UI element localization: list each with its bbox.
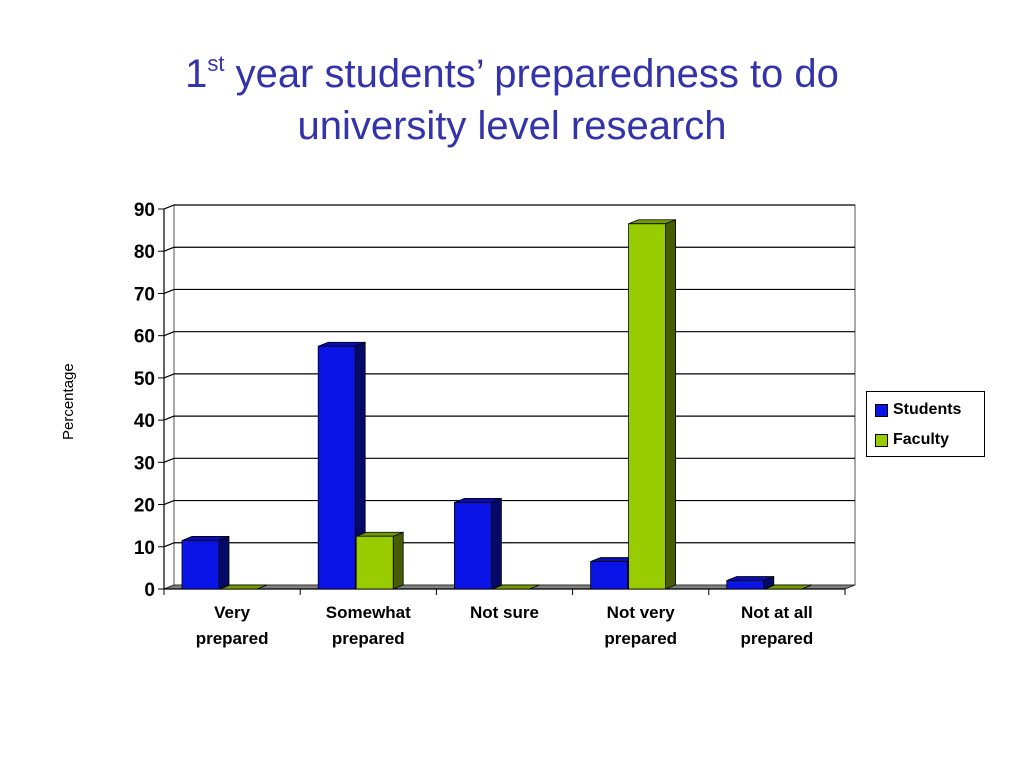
plot-back-wall — [173, 204, 856, 586]
title-prefix: 1 — [185, 52, 208, 96]
y-axis-label: Percentage — [60, 363, 77, 440]
gridline-side-60 — [163, 331, 175, 337]
bar-front — [317, 345, 356, 590]
y-tick-label-20: 20 — [134, 496, 155, 517]
bar-top — [219, 584, 268, 590]
legend-label-students: Students — [893, 401, 962, 418]
bar-faculty-3 — [492, 584, 540, 590]
y-tick-label-50: 50 — [134, 369, 155, 390]
gridline-side-90 — [163, 204, 175, 210]
x-category-label-4-line-1: Not very — [607, 603, 676, 622]
y-tick-label-80: 80 — [134, 242, 155, 263]
gridline-side-10 — [163, 542, 175, 548]
bar-faculty-5 — [764, 584, 812, 590]
title-line-2: university level research — [297, 104, 727, 148]
y-tick-label-70: 70 — [134, 284, 155, 305]
bar-side — [218, 535, 230, 590]
bar-students-5 — [726, 575, 775, 590]
y-tick-label-30: 30 — [134, 453, 155, 474]
x-category-label-5-line-1: Not at all — [741, 603, 813, 622]
bar-front — [453, 502, 492, 590]
bar-front — [726, 580, 765, 590]
bar-front — [628, 223, 666, 590]
legend-swatch-faculty — [875, 434, 888, 447]
bar-faculty-4 — [628, 219, 676, 590]
gridline-side-40 — [163, 415, 175, 421]
bar-front — [355, 535, 394, 590]
x-category-label-1-line-2: prepared — [196, 629, 269, 648]
bar-students-3 — [453, 497, 502, 590]
x-category-label-5-line-2: prepared — [741, 629, 814, 648]
gridline-side-80 — [163, 246, 175, 252]
y-tick-label-0: 0 — [144, 580, 155, 601]
bar-side — [392, 531, 404, 590]
title-line-1-rest: year students’ preparedness to do — [224, 52, 839, 96]
x-category-label-4-line-2: prepared — [604, 629, 677, 648]
chart-title: 1st year students’ preparedness to do un… — [0, 38, 1024, 152]
y-tick-label-60: 60 — [134, 327, 155, 348]
legend-label-faculty: Faculty — [893, 431, 950, 448]
x-category-label-2-line-2: prepared — [332, 629, 405, 648]
gridline-side-70 — [163, 288, 175, 295]
gridline-side-50 — [163, 373, 175, 379]
bar-faculty-2 — [355, 531, 404, 590]
bar-side — [490, 497, 502, 590]
bar-students-1 — [181, 535, 230, 590]
x-category-label-1-line-1: Very — [214, 603, 250, 622]
x-category-label-3-line-1: Not sure — [470, 603, 539, 622]
bar-side — [665, 219, 676, 590]
y-tick-label-90: 90 — [134, 200, 155, 221]
bar-faculty-1 — [219, 584, 268, 590]
y-tick-label-40: 40 — [134, 411, 155, 432]
gridline-side-30 — [163, 457, 175, 463]
title-line-1: 1st year students’ preparedness to do — [0, 38, 1024, 100]
bar-front — [181, 540, 220, 590]
y-tick-label-10: 10 — [134, 538, 155, 559]
plot-side-wall — [163, 204, 175, 590]
bar-top — [492, 584, 540, 590]
bar-top — [764, 584, 812, 590]
legend-swatch-students — [875, 404, 888, 417]
title-superscript: st — [207, 51, 225, 76]
gridline-side-20 — [163, 499, 175, 506]
legend: Students Faculty — [866, 391, 985, 457]
bar-front — [590, 561, 628, 590]
x-category-label-2-line-1: Somewhat — [326, 603, 411, 622]
